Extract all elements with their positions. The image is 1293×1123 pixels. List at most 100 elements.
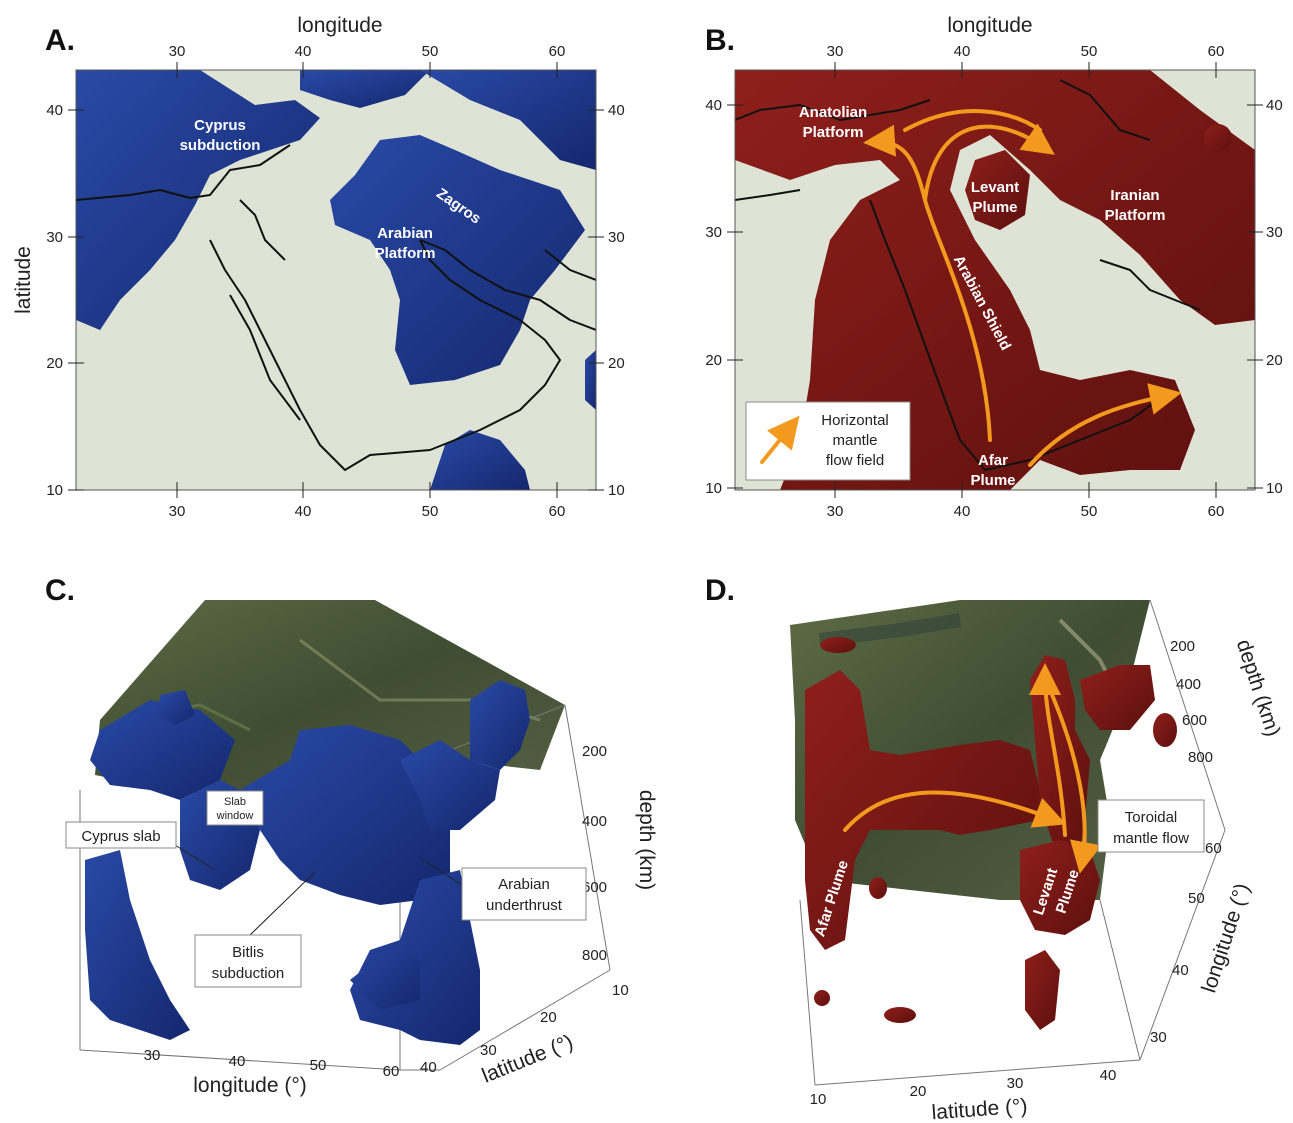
legend-arrow-icon bbox=[760, 415, 800, 464]
panel-c: C. 30 40 5 bbox=[45, 574, 658, 1097]
tick: 50 bbox=[1081, 43, 1098, 60]
tick: 60 bbox=[549, 503, 566, 520]
plume-small-6 bbox=[820, 637, 856, 653]
tick: 20 bbox=[46, 355, 63, 372]
tick: 200 bbox=[582, 743, 607, 760]
toroidal-arrow-north bbox=[1029, 663, 1067, 837]
plume-small-5 bbox=[869, 877, 887, 899]
panel-a-x-title: longitude bbox=[297, 14, 382, 37]
label-afar-plume-1: Afar bbox=[978, 452, 1008, 469]
slab-core bbox=[240, 725, 450, 905]
slab-ne-body bbox=[400, 740, 500, 830]
tick: 50 bbox=[310, 1057, 327, 1074]
label-levant-plume-1: Levant bbox=[971, 179, 1019, 196]
label-iranian-platform-2: Platform bbox=[1105, 207, 1166, 224]
anomaly-northeast bbox=[420, 70, 596, 170]
tick: 50 bbox=[422, 503, 439, 520]
plume-levant bbox=[965, 150, 1030, 230]
panel-d: D. bbox=[705, 574, 1285, 1123]
panel-b-x-title: longitude bbox=[947, 14, 1032, 37]
panel-d-z-ticks: 200 400 600 800 bbox=[1170, 638, 1213, 766]
plume-small-1 bbox=[1153, 713, 1177, 747]
slab-ne-tube bbox=[470, 680, 530, 770]
callout-bitlis-1: Bitlis bbox=[232, 944, 264, 961]
coastline-b bbox=[735, 79, 1201, 471]
plume-ne-blob bbox=[1080, 665, 1155, 730]
legend-line-1: Horizontal bbox=[821, 412, 889, 429]
tick: 10 bbox=[1266, 480, 1283, 497]
callout-toroidal-1: Toroidal bbox=[1125, 809, 1178, 826]
callout-arabian-2: underthrust bbox=[486, 897, 563, 914]
panel-a-x-ticks-bottom: 30 40 50 60 bbox=[169, 482, 566, 520]
slab-west-blob bbox=[158, 690, 195, 725]
label-anatolian-platform-2: Platform bbox=[803, 124, 864, 141]
tick: 600 bbox=[1182, 712, 1207, 729]
tick: 40 bbox=[420, 1059, 437, 1076]
slab-deep-west bbox=[85, 850, 190, 1040]
tick: 40 bbox=[954, 43, 971, 60]
panel-b-x-ticks-bottom: 30 40 50 60 bbox=[827, 482, 1224, 520]
label-cyprus-subduction-1: Cyprus bbox=[194, 117, 246, 134]
tick: 20 bbox=[608, 355, 625, 372]
panel-b-x-ticks-top: 30 40 50 60 bbox=[827, 43, 1224, 78]
tick: 30 bbox=[1150, 1029, 1167, 1046]
tick: 10 bbox=[705, 480, 722, 497]
tick: 40 bbox=[1266, 97, 1283, 114]
legend-line-3: flow field bbox=[826, 452, 884, 469]
tick: 400 bbox=[1176, 676, 1201, 693]
panel-c-label: C. bbox=[45, 574, 75, 607]
tick: 30 bbox=[1266, 224, 1283, 241]
panel-d-y-title: longitude (°) bbox=[1197, 880, 1254, 995]
panel-d-plumes bbox=[805, 637, 1177, 1030]
tick: 20 bbox=[1266, 352, 1283, 369]
plume-ne-blob bbox=[1204, 124, 1232, 152]
tick: 30 bbox=[608, 229, 625, 246]
tick: 30 bbox=[46, 229, 63, 246]
plume-small-3 bbox=[884, 1007, 916, 1023]
panel-c-z-title: depth (km) bbox=[635, 790, 658, 890]
tick: 800 bbox=[1188, 749, 1213, 766]
tick: 40 bbox=[1172, 962, 1189, 979]
callout-bitlis-subduction: Bitlis subduction bbox=[194, 871, 316, 988]
panel-a: A. longitude latitude 30 40 50 60 bbox=[12, 14, 625, 520]
tick: 400 bbox=[582, 813, 607, 830]
tick: 600 bbox=[582, 879, 607, 896]
tick: 40 bbox=[295, 43, 312, 60]
callout-arabian-underthrust: Arabian underthrust bbox=[419, 857, 587, 921]
plume-afar bbox=[805, 670, 1040, 950]
tick: 20 bbox=[705, 352, 722, 369]
tick: 30 bbox=[827, 503, 844, 520]
panel-a-y-ticks: 40 30 20 10 40 30 20 10 bbox=[46, 102, 624, 499]
panel-c-z-ticks: 200 400 600 800 bbox=[582, 743, 607, 964]
label-cyprus-subduction-2: subduction bbox=[180, 137, 261, 154]
tick: 50 bbox=[1081, 503, 1098, 520]
slab-west bbox=[90, 700, 235, 800]
tick: 30 bbox=[827, 43, 844, 60]
tick: 40 bbox=[229, 1053, 246, 1070]
callout-slab-window: Slab window bbox=[206, 790, 264, 826]
anomaly-west bbox=[76, 70, 320, 330]
callout-bitlis-2: subduction bbox=[212, 965, 285, 982]
tick: 40 bbox=[705, 97, 722, 114]
tick: 20 bbox=[540, 1009, 557, 1026]
callout-cyprus-slab-text: Cyprus slab bbox=[81, 828, 160, 845]
anomaly-south bbox=[430, 430, 530, 490]
label-anatolian-platform-1: Anatolian bbox=[799, 104, 867, 121]
panel-b-label: B. bbox=[705, 24, 735, 57]
panel-b-y-ticks: 40 30 20 10 40 30 20 10 bbox=[705, 97, 1282, 497]
panel-c-y-ticks: 10 20 30 40 bbox=[420, 982, 629, 1076]
panel-a-map-features bbox=[76, 70, 596, 490]
callout-arabian-1: Arabian bbox=[498, 876, 550, 893]
tick: 40 bbox=[608, 102, 625, 119]
panel-b-map-features bbox=[735, 70, 1255, 490]
tick: 60 bbox=[549, 43, 566, 60]
panel-d-x-ticks: 10 20 30 40 bbox=[810, 1067, 1117, 1108]
label-arabian-platform-1: Arabian bbox=[377, 225, 433, 242]
flow-legend: Horizontal mantle flow field bbox=[745, 401, 911, 481]
tick: 800 bbox=[582, 947, 607, 964]
tick: 50 bbox=[422, 43, 439, 60]
coastline-a bbox=[76, 144, 596, 471]
tick: 30 bbox=[169, 503, 186, 520]
flow-arrow-northeast bbox=[923, 123, 1055, 202]
label-afar-plume-2: Plume bbox=[970, 472, 1015, 489]
